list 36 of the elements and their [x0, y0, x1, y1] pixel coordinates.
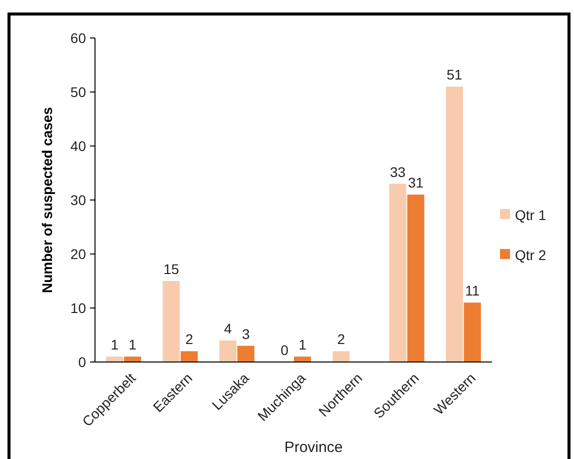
- bar: [464, 302, 481, 362]
- bar: [294, 356, 312, 362]
- y-tick-label: 20: [70, 246, 86, 262]
- bar: [106, 356, 124, 362]
- y-tick-label: 10: [70, 300, 86, 316]
- bar: [389, 184, 406, 362]
- data-label: 15: [163, 261, 180, 277]
- data-label: 1: [298, 336, 307, 353]
- data-label: 11: [465, 282, 480, 299]
- bar: [332, 351, 350, 362]
- bar: [180, 351, 198, 362]
- y-tick-label: 60: [70, 30, 86, 46]
- y-axis-title: Number of suspected cases: [39, 106, 55, 293]
- bar: [237, 346, 254, 362]
- y-tick-label: 0: [78, 354, 86, 370]
- data-label: 1: [110, 336, 119, 353]
- bar: [219, 340, 236, 362]
- x-axis-title: Province: [284, 439, 343, 456]
- data-label: 3: [242, 326, 250, 342]
- data-label: 2: [337, 331, 346, 348]
- data-label: 0: [280, 342, 289, 358]
- data-label: 51: [446, 66, 462, 83]
- legend-label: Qtr 2: [515, 246, 546, 263]
- data-label: 33: [390, 164, 406, 180]
- bar: [407, 194, 424, 362]
- data-label: 4: [224, 320, 232, 336]
- bar: [162, 281, 180, 362]
- data-label: 1: [128, 336, 137, 353]
- data-label: 2: [185, 331, 194, 348]
- y-tick-label: 30: [70, 192, 86, 208]
- legend-label: Qtr 1: [515, 206, 546, 223]
- y-tick-label: 50: [70, 84, 86, 100]
- bar: [124, 356, 142, 362]
- data-label: 31: [408, 174, 424, 191]
- y-tick-label: 40: [70, 138, 86, 154]
- bar: [446, 86, 463, 362]
